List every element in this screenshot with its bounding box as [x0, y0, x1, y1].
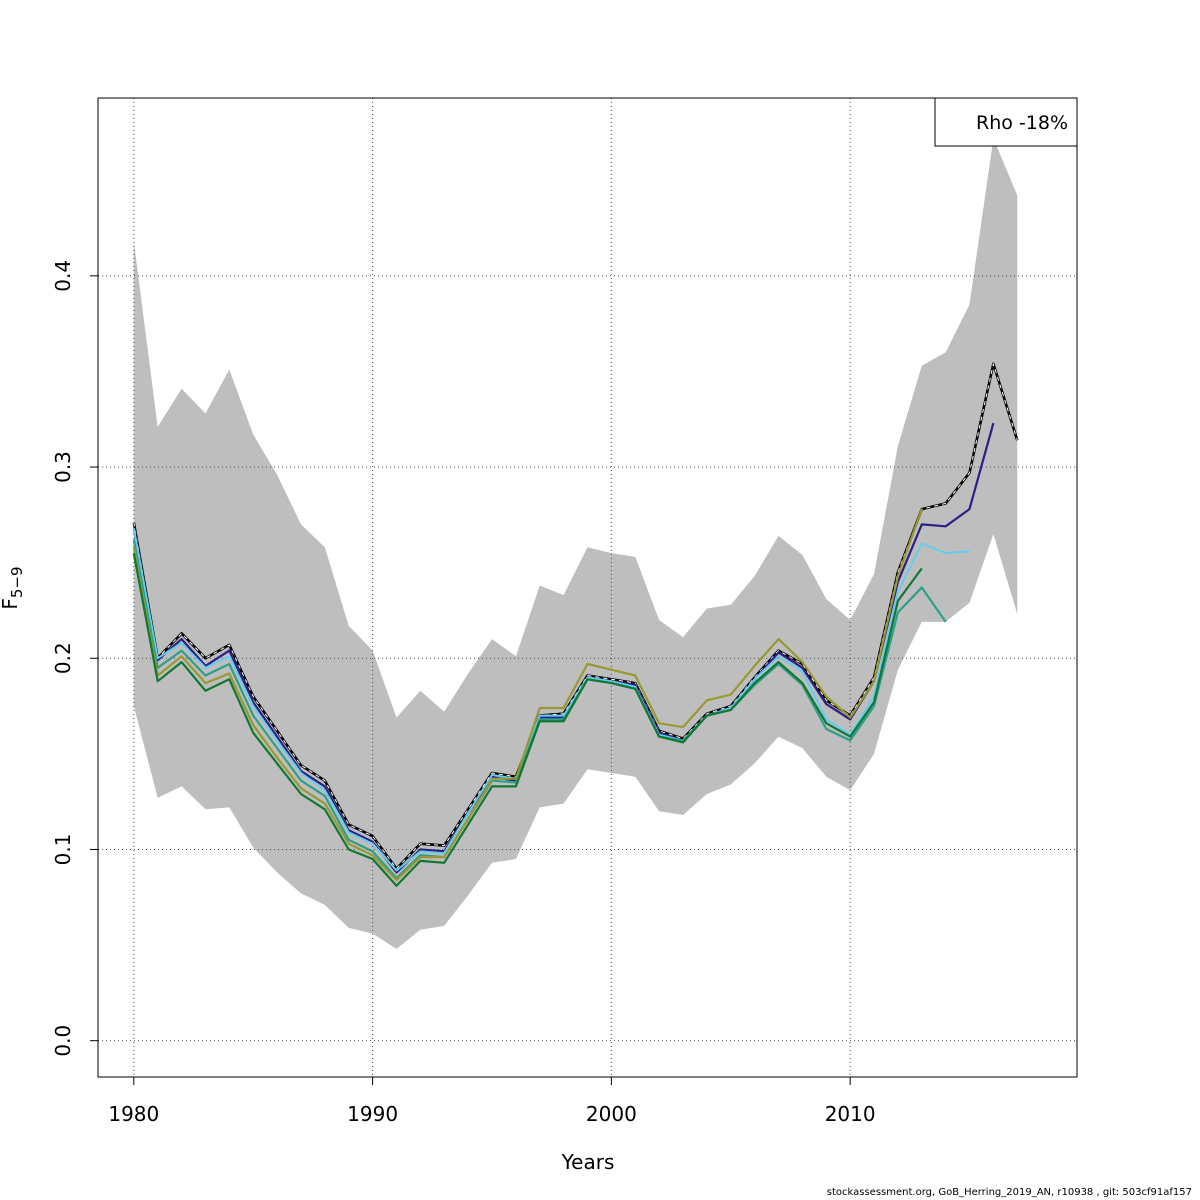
series-layer [132, 362, 1019, 887]
y-axis-title-subscript: 5−9 [8, 566, 26, 598]
legend: Rho -18% [934, 97, 1078, 147]
x-axis-title: Years [561, 1150, 615, 1174]
x-tick-label: 1980 [108, 1102, 159, 1126]
series-line-6 [132, 552, 923, 887]
footer-credit: stockassessment.org, GoB_Herring_2019_AN… [826, 1187, 1192, 1198]
y-axis-title: F̅5−9 [0, 566, 26, 609]
x-tick-label: 1990 [347, 1102, 398, 1126]
series-line-5 [132, 508, 923, 882]
y-tick-label: 0.0 [51, 1025, 75, 1057]
legend-box [934, 97, 1078, 147]
legend-text: Rho -18% [976, 112, 1068, 134]
y-tick-label: 0.3 [51, 451, 75, 483]
y-tick-label: 0.1 [51, 834, 75, 866]
svg-text:F̅5−9: F̅5−9 [0, 566, 26, 609]
y-tick-label: 0.4 [51, 260, 75, 292]
confidence-band-layer [133, 138, 1018, 949]
y-tick-label: 0.2 [51, 642, 75, 674]
y-axis-title-main: F̅ [0, 597, 22, 610]
series-line-1 [133, 363, 1018, 870]
x-axis: 1980 1990 2000 2010 [108, 1076, 876, 1126]
x-tick-label: 2000 [586, 1102, 637, 1126]
series-line-3 [132, 528, 970, 872]
x-tick-label: 2010 [825, 1102, 876, 1126]
series-line-4 [132, 539, 947, 880]
y-axis: 0.0 0.1 0.2 0.3 0.4 [51, 260, 99, 1057]
confidence-band [133, 138, 1018, 949]
